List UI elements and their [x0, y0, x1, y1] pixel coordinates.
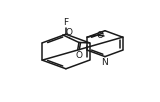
Text: O: O — [75, 51, 82, 60]
Text: O: O — [66, 28, 73, 37]
Text: O: O — [96, 31, 103, 40]
Text: F: F — [63, 18, 68, 27]
Text: N: N — [102, 58, 108, 67]
